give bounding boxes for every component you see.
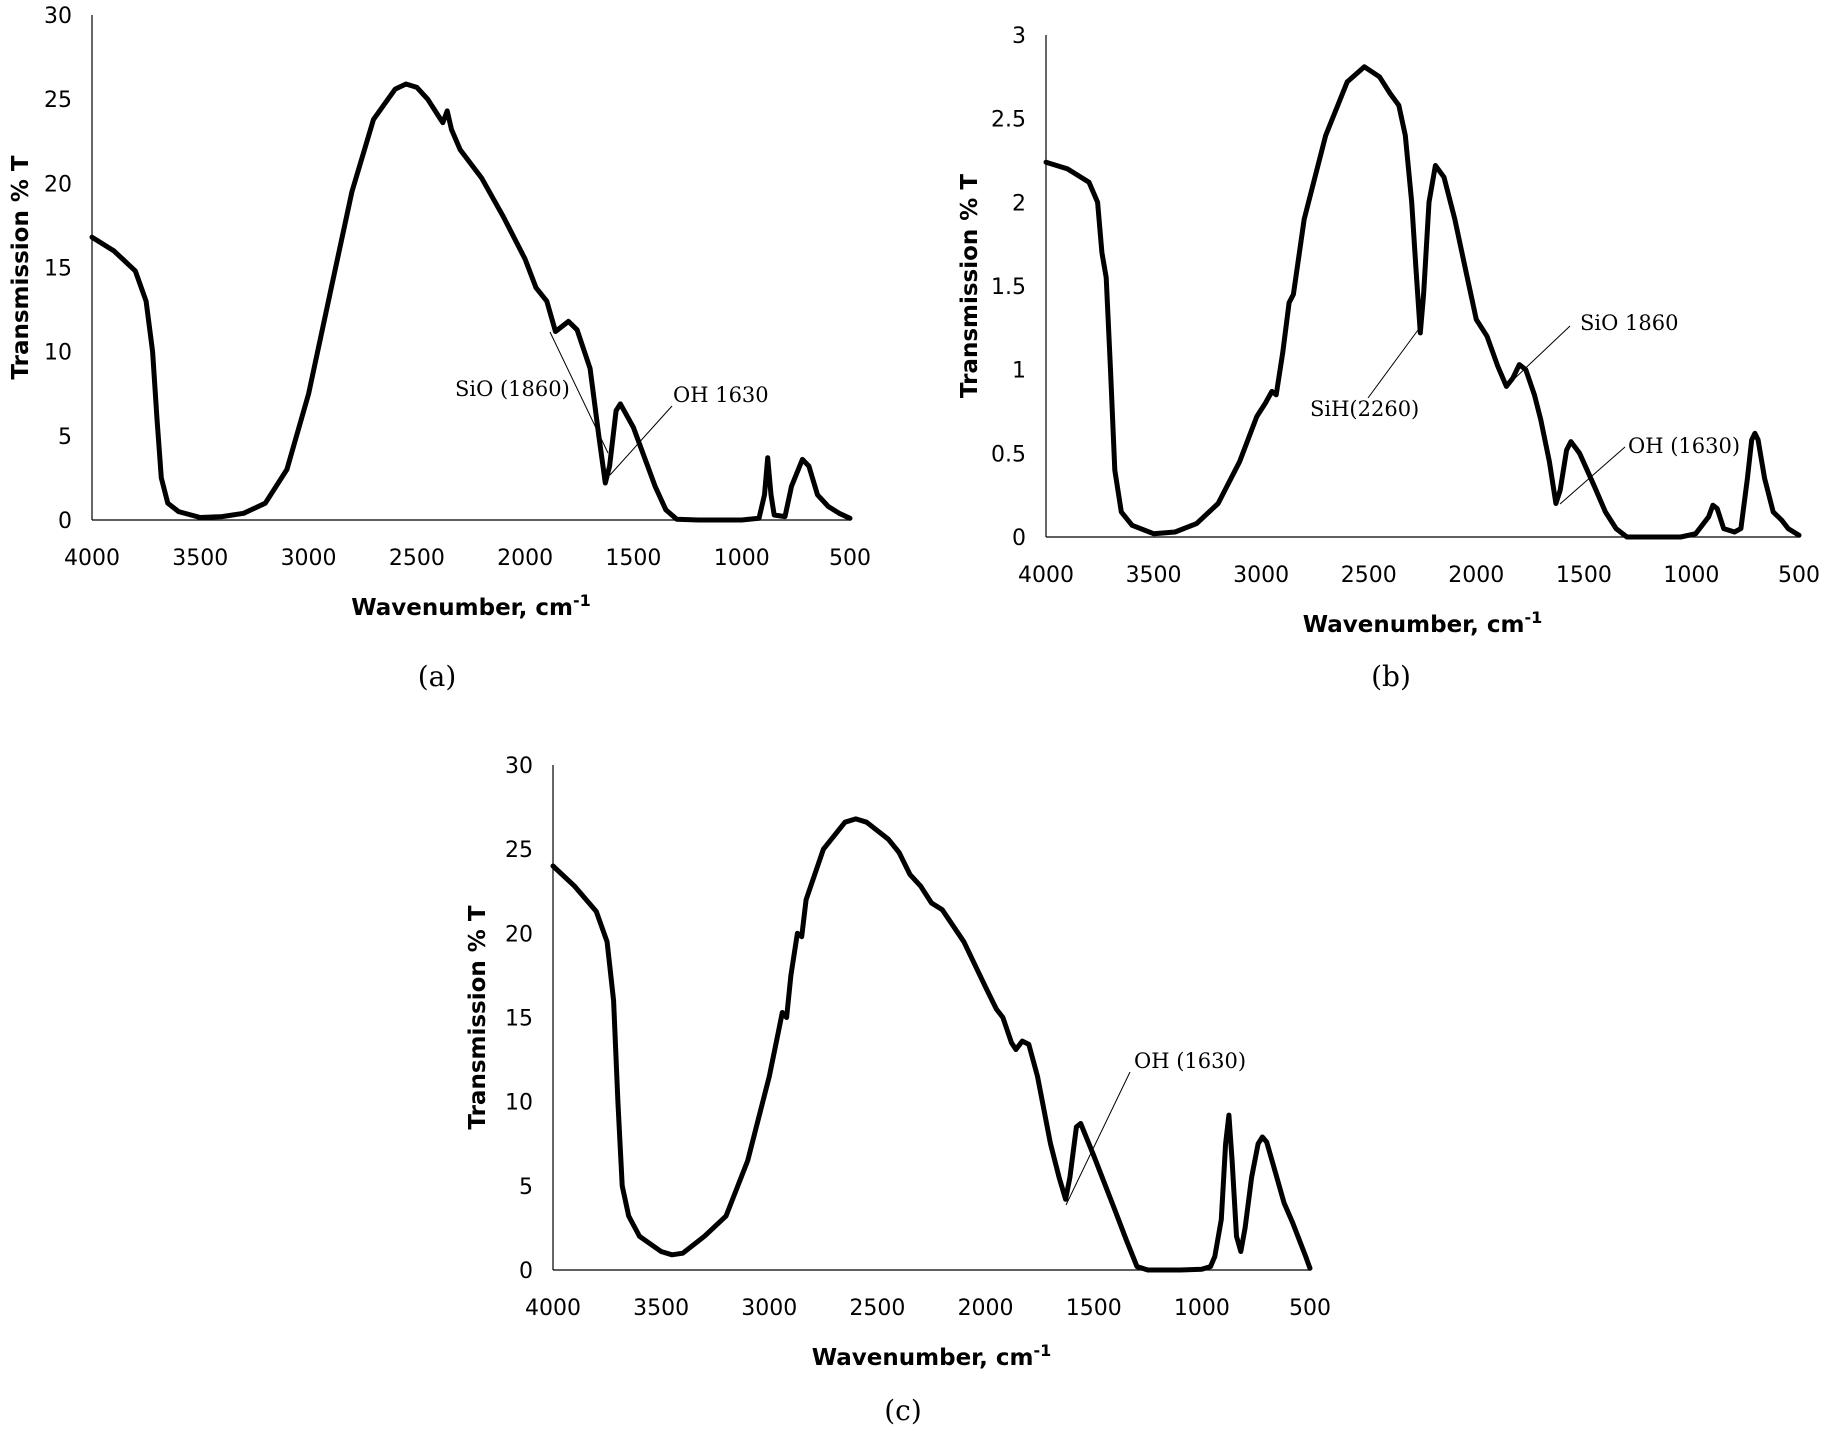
y-tick-label: 5	[519, 1175, 533, 1200]
caption-b: (b)	[1371, 660, 1411, 693]
x-tick-label: 1500	[1066, 1296, 1122, 1321]
x-tick-label: 1000	[1663, 563, 1719, 588]
x-tick-label: 3500	[633, 1296, 689, 1321]
x-tick-labels-a: 4000 3500 3000 2500 2000 1500 1000 500	[64, 546, 871, 571]
y-tick-label: 3	[1012, 24, 1026, 49]
y-tick-label: 0	[519, 1259, 533, 1284]
y-tick-label: 2.5	[991, 108, 1026, 133]
y-tick-labels-a: 0 5 10 15 20 25 30	[44, 4, 72, 534]
x-tick-label: 3500	[172, 546, 228, 571]
annotation-sio-b: SiO 1860	[1580, 311, 1678, 335]
annotation-leader-sih-b	[1367, 329, 1419, 399]
x-axis-label-b: Wavenumber, cm-1	[1303, 608, 1543, 638]
y-tick-label: 30	[44, 4, 72, 29]
y-tick-labels-b: 0 0.5 1 1.5 2 2.5 3	[991, 24, 1026, 551]
y-axis-label-b: Transmission % T	[957, 174, 983, 398]
caption-c: (c)	[884, 1394, 922, 1427]
y-tick-label: 25	[44, 88, 72, 113]
y-tick-label: 1.5	[991, 275, 1026, 300]
x-tick-label: 4000	[1018, 563, 1074, 588]
x-tick-label: 2500	[849, 1296, 905, 1321]
x-tick-label: 500	[1778, 563, 1820, 588]
x-tick-label: 3000	[1233, 563, 1289, 588]
annotation-leader-sio-b	[1512, 325, 1571, 381]
annotation-leader-oh-c	[1065, 1071, 1131, 1206]
annotation-leader-sio-a	[549, 331, 609, 454]
x-axis-label-a: Wavenumber, cm-1	[351, 591, 591, 621]
x-tick-label: 1500	[605, 546, 661, 571]
x-tick-label: 1500	[1556, 563, 1612, 588]
x-tick-label: 2000	[1448, 563, 1504, 588]
x-tick-label: 500	[829, 546, 871, 571]
annotation-sih-b: SiH(2260)	[1310, 397, 1419, 421]
x-tick-label: 3000	[281, 546, 337, 571]
x-tick-label: 3000	[741, 1296, 797, 1321]
annotation-sio-a: SiO (1860)	[455, 377, 570, 401]
y-tick-label: 5	[58, 425, 72, 450]
x-tick-label: 4000	[525, 1296, 581, 1321]
y-tick-label: 20	[505, 922, 533, 947]
x-tick-label: 1000	[1174, 1296, 1230, 1321]
annotation-leader-oh-b	[1559, 446, 1626, 505]
spectrum-line-b	[1043, 64, 1802, 540]
y-tick-label: 10	[505, 1091, 533, 1116]
y-tick-label: 2	[1012, 191, 1026, 216]
y-tick-label: 15	[44, 257, 72, 282]
x-tick-label: 2000	[497, 546, 553, 571]
y-tick-label: 25	[505, 838, 533, 863]
y-tick-labels-c: 0 5 10 15 20 25 30	[505, 754, 533, 1284]
chart-panel-b: 0 0.5 1 1.5 2 2.5 3 4000 3500 3000 2500 2000 1500 10…	[957, 24, 1820, 693]
y-axis-label-c: Transmission % T	[465, 905, 491, 1129]
x-axis-label-c: Wavenumber, cm-1	[812, 1341, 1052, 1371]
y-axis-label-a: Transmission % T	[8, 155, 34, 379]
spectrum-line-c	[550, 816, 1313, 1273]
annotation-oh-a: OH 1630	[673, 383, 769, 407]
y-tick-label: 20	[44, 172, 72, 197]
chart-panel-c: 0 5 10 15 20 25 30 4000 3500 3000 2500 2000 1500 100…	[465, 754, 1331, 1427]
x-tick-label: 2000	[958, 1296, 1014, 1321]
annotation-leader-oh-a	[609, 405, 673, 476]
x-tick-label: 500	[1289, 1296, 1331, 1321]
x-tick-labels-b: 4000 3500 3000 2500 2000 1500 1000 500	[1018, 563, 1820, 588]
y-tick-label: 30	[505, 754, 533, 779]
spectrum-line-a	[89, 81, 853, 523]
x-tick-label: 3500	[1126, 563, 1182, 588]
y-tick-label: 1	[1012, 359, 1026, 384]
y-tick-label: 15	[505, 1007, 533, 1032]
y-tick-label: 0.5	[991, 442, 1026, 467]
y-tick-label: 0	[1012, 526, 1026, 551]
x-tick-label: 1000	[714, 546, 770, 571]
y-tick-label: 10	[44, 341, 72, 366]
x-tick-label: 4000	[64, 546, 120, 571]
x-tick-label: 2500	[1341, 563, 1397, 588]
annotation-oh-c: OH (1630)	[1134, 1049, 1246, 1073]
caption-a: (a)	[418, 660, 457, 693]
chart-panel-a: 0 5 10 15 20 25 30 4000 3500 3000 2500 2000 1500 100…	[8, 4, 871, 693]
x-tick-label: 2500	[389, 546, 445, 571]
annotation-oh-b: OH (1630)	[1628, 434, 1740, 458]
x-tick-labels-c: 4000 3500 3000 2500 2000 1500 1000 500	[525, 1296, 1331, 1321]
y-tick-label: 0	[58, 509, 72, 534]
